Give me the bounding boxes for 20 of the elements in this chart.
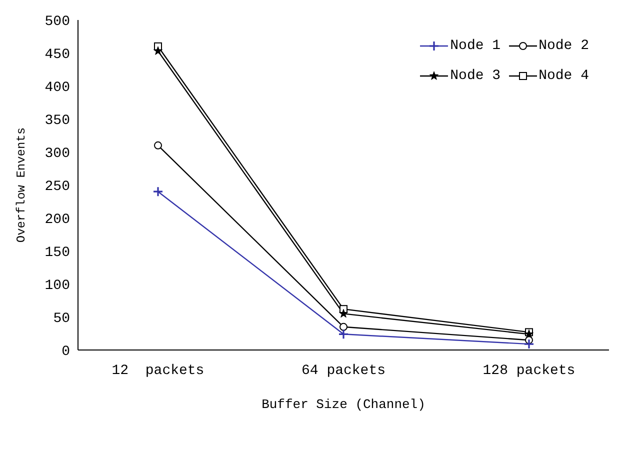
y-tick-label: 350	[44, 112, 70, 129]
y-tick-label: 50	[53, 310, 70, 327]
x-tick-label: 128 packets	[482, 363, 576, 379]
legend-label: Node 1	[450, 38, 501, 54]
y-tick-label: 450	[44, 46, 70, 63]
y-axis-title: Overflow Envents	[14, 127, 28, 243]
y-tick-label: 250	[44, 178, 70, 195]
y-tick-label: 200	[44, 212, 70, 228]
legend-label: Node 3	[450, 68, 501, 84]
y-tick-label: 300	[44, 146, 70, 162]
x-tick-label: 64 packets	[301, 363, 386, 379]
y-tick-label: 150	[44, 244, 70, 261]
y-tick-label: 500	[44, 14, 70, 30]
x-tick-label: 12 packets	[112, 363, 204, 379]
x-axis-title: Buffer Size (Channel)	[262, 397, 426, 412]
legend-label: Node 4	[538, 68, 589, 84]
legend-label: Node 2	[538, 38, 589, 54]
y-tick-label: 100	[44, 278, 70, 294]
y-tick-label: 400	[44, 80, 70, 96]
y-tick-label: 0	[62, 344, 70, 360]
